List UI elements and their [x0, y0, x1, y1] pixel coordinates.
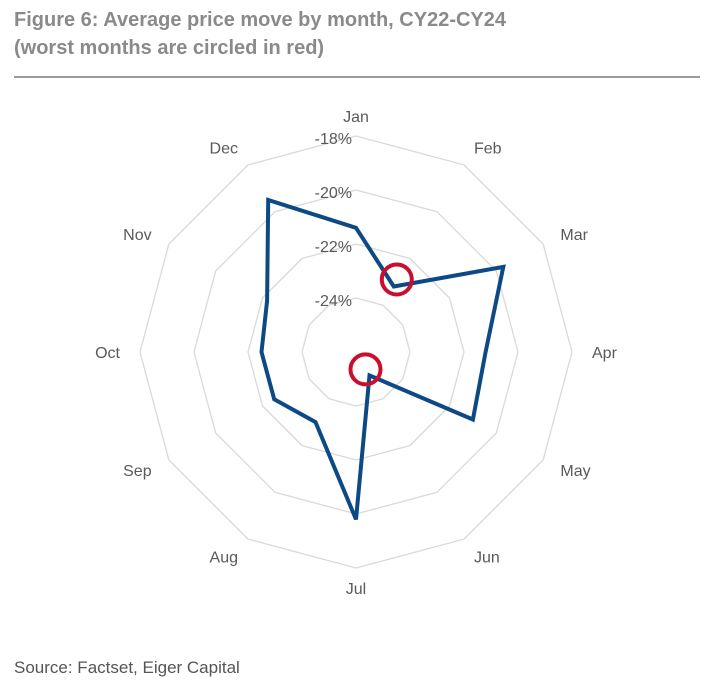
- grid-ring-2: [247, 243, 465, 461]
- grid-ring-0: [139, 135, 573, 569]
- category-label-aug: Aug: [210, 549, 238, 566]
- tick-label-1: -20%: [315, 185, 352, 202]
- grid-ring-1: [193, 189, 519, 515]
- category-label-nov: Nov: [123, 227, 151, 244]
- category-label-apr: Apr: [592, 345, 618, 362]
- tick-label-2: -22%: [315, 239, 352, 256]
- category-label-sep: Sep: [123, 463, 152, 480]
- radial-tick-labels: -18% -20% -22% -24%: [315, 131, 352, 310]
- category-labels: Jan Feb Mar Apr May Jun Jul Aug Sep Oct Nov Dec: [95, 109, 617, 598]
- category-label-mar: Mar: [560, 227, 588, 244]
- category-label-jun: Jun: [474, 549, 500, 566]
- category-label-feb: Feb: [474, 141, 502, 158]
- category-label-jul: Jul: [346, 581, 366, 598]
- radar-series: [259, 197, 506, 521]
- category-label-jan: Jan: [343, 109, 369, 126]
- tick-label-0: -18%: [315, 131, 352, 148]
- category-label-may: May: [560, 463, 590, 480]
- highlight-circle-jun: [348, 352, 383, 387]
- chart-title-line2: (worst months are circled in red): [14, 37, 325, 59]
- source-note: Source: Factset, Eiger Capital: [14, 658, 240, 677]
- chart-title-line1: Figure 6: Average price move by month, C…: [14, 9, 507, 31]
- series-line-0: [259, 197, 506, 521]
- highlight-circles: [348, 262, 414, 387]
- chart-title: Figure 6: Average price move by month, C…: [14, 6, 704, 62]
- category-label-oct: Oct: [95, 345, 120, 362]
- title-divider: [14, 76, 700, 78]
- category-label-dec: Dec: [210, 141, 238, 158]
- highlight-circle-feb: [379, 262, 414, 297]
- grid-ring-3: [301, 297, 411, 407]
- tick-label-3: -24%: [315, 293, 352, 310]
